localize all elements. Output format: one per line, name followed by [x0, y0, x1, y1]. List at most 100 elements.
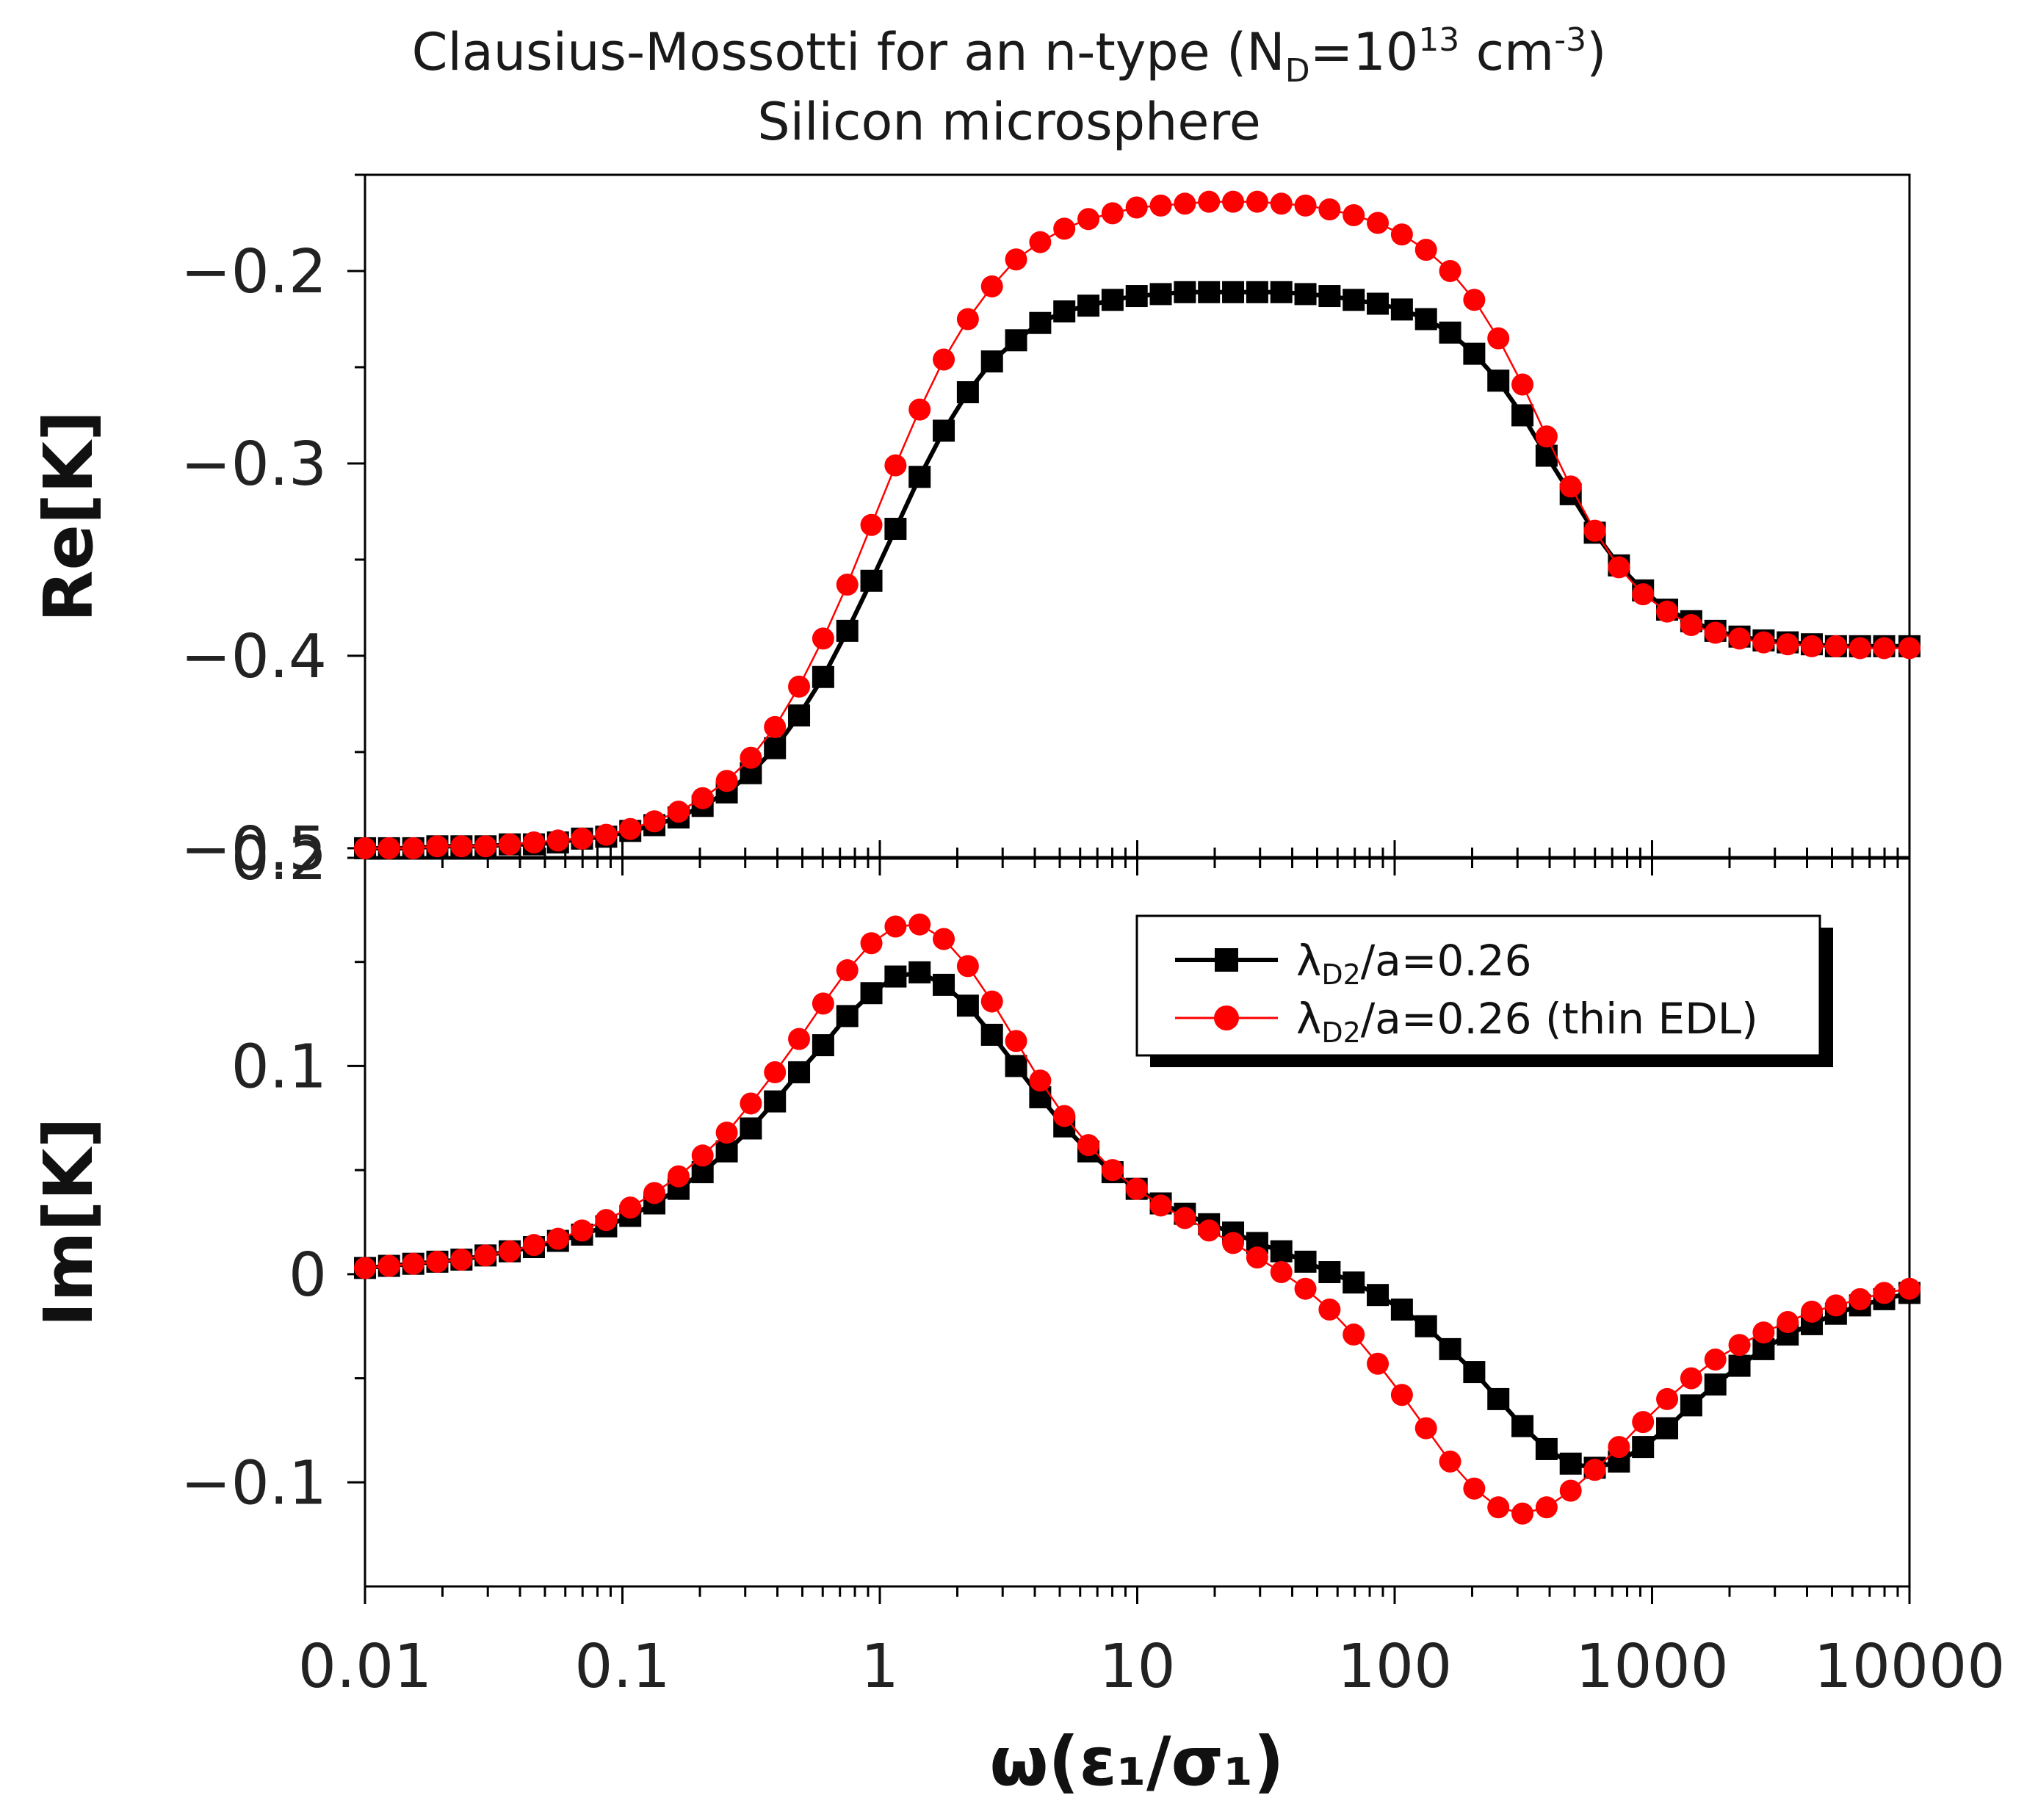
data-point-circle [522, 831, 545, 854]
data-point-circle [1198, 190, 1221, 213]
data-point-square [1222, 281, 1245, 303]
data-point-circle [1125, 196, 1148, 219]
data-point-circle [595, 1209, 618, 1232]
data-point-circle [788, 675, 811, 698]
data-point-circle [1318, 198, 1341, 221]
data-point-circle [1077, 1134, 1100, 1157]
data-point-circle [546, 1227, 569, 1250]
data-point-square [788, 1061, 811, 1083]
x-tick-label: 1000 [1575, 1632, 1729, 1702]
data-point-circle [764, 715, 787, 738]
data-point-square [764, 1090, 787, 1113]
data-point-circle [1608, 556, 1630, 579]
data-point-square [1343, 289, 1365, 311]
data-point-square [1198, 281, 1221, 303]
data-point-circle [1704, 621, 1727, 644]
data-point-square [933, 419, 955, 442]
data-point-square [1318, 285, 1341, 308]
data-point-circle [354, 837, 376, 859]
data-point-square [884, 965, 907, 988]
data-point-circle [1367, 1352, 1390, 1375]
data-point-circle [1414, 239, 1437, 261]
data-point-circle [546, 829, 569, 852]
data-point-circle [1367, 212, 1390, 234]
data-point-circle [1222, 190, 1245, 213]
data-point-circle [812, 992, 834, 1015]
data-point-circle [619, 1196, 642, 1219]
data-point-circle [836, 574, 859, 596]
data-point-square [908, 466, 931, 488]
data-point-circle [1053, 217, 1076, 240]
data-point-circle [1583, 519, 1606, 542]
data-point-square [1005, 1055, 1027, 1077]
data-point-circle [1752, 1321, 1775, 1344]
data-point-square [980, 350, 1003, 373]
data-point-square [1367, 1284, 1390, 1307]
data-point-circle [474, 1244, 497, 1267]
data-point-circle [1487, 327, 1510, 350]
data-point-circle [1174, 1207, 1196, 1229]
data-point-square [1463, 342, 1486, 365]
data-point-square [836, 1005, 859, 1028]
data-point-circle [1583, 1459, 1606, 1481]
data-point-circle [691, 787, 714, 809]
data-point-circle [1053, 1105, 1076, 1127]
data-point-square [740, 1117, 762, 1140]
legend: λD2/a=0.26 λD2/a=0.26 (thin EDL) [1135, 914, 1833, 1067]
data-point-circle [1463, 1477, 1486, 1500]
data-point-square [715, 1140, 738, 1163]
data-point-circle [884, 915, 907, 938]
y-tick-label: −0.5 [181, 815, 327, 884]
data-point-square [1439, 321, 1461, 344]
x-axis-ticks [364, 840, 1911, 1604]
legend-marker-square [1215, 948, 1238, 972]
data-point-square [1270, 1240, 1293, 1263]
data-point-square [884, 518, 907, 541]
data-point-circle [1029, 1069, 1052, 1092]
data-point-circle [1824, 635, 1847, 657]
data-point-circle [1777, 633, 1799, 656]
data-point-circle [571, 1219, 593, 1242]
data-point-circle [643, 1182, 666, 1205]
data-point-square [933, 973, 955, 996]
x-tick-label: 0.1 [574, 1632, 670, 1702]
y-tick-label: 0.1 [231, 1032, 327, 1102]
data-point-square [1559, 1452, 1582, 1475]
top-panel-series [354, 190, 1920, 859]
data-point-circle [1752, 631, 1775, 654]
data-point-circle [1149, 1194, 1172, 1217]
data-point-circle [619, 817, 642, 840]
y-tick-label: −0.1 [181, 1448, 327, 1518]
x-tick-label: 100 [1337, 1632, 1453, 1702]
data-point-circle [1390, 1384, 1413, 1406]
data-point-circle [474, 835, 497, 858]
data-point-circle [1656, 600, 1679, 623]
bottom-ylabel: Im[K] [29, 1117, 108, 1326]
data-point-circle [933, 928, 955, 950]
data-point-circle [691, 1144, 714, 1167]
data-point-circle [1029, 231, 1052, 253]
data-point-circle [1535, 1496, 1558, 1519]
data-point-circle [1439, 1450, 1461, 1473]
x-tick-label: 10 [1099, 1632, 1175, 1702]
y-tick-label: −0.4 [181, 622, 327, 692]
data-point-circle [1101, 202, 1124, 225]
data-point-square [764, 737, 787, 759]
top-y-axis-ticks: −0.5 −0.4 −0.3 −0.2 [181, 173, 365, 884]
x-axis-tick-labels: 0.01 0.1 1 10 100 1000 10000 [298, 1632, 2006, 1702]
y-tick-label: 0.2 [231, 824, 327, 894]
y-tick-label: −0.3 [181, 430, 327, 499]
data-point-square [980, 1023, 1003, 1046]
data-point-circle [377, 837, 400, 859]
data-point-square [1511, 1415, 1534, 1437]
y-tick-label: −0.2 [181, 237, 327, 307]
x-tick-label: 10000 [1814, 1632, 2006, 1702]
data-point-circle [1174, 192, 1196, 215]
data-point-square [1149, 283, 1172, 306]
data-point-circle [1511, 1502, 1534, 1525]
x-tick-label: 1 [861, 1632, 899, 1702]
data-point-circle [426, 835, 449, 858]
data-point-square [1246, 281, 1268, 303]
data-point-square [1414, 308, 1437, 331]
data-point-square [1704, 1373, 1727, 1396]
